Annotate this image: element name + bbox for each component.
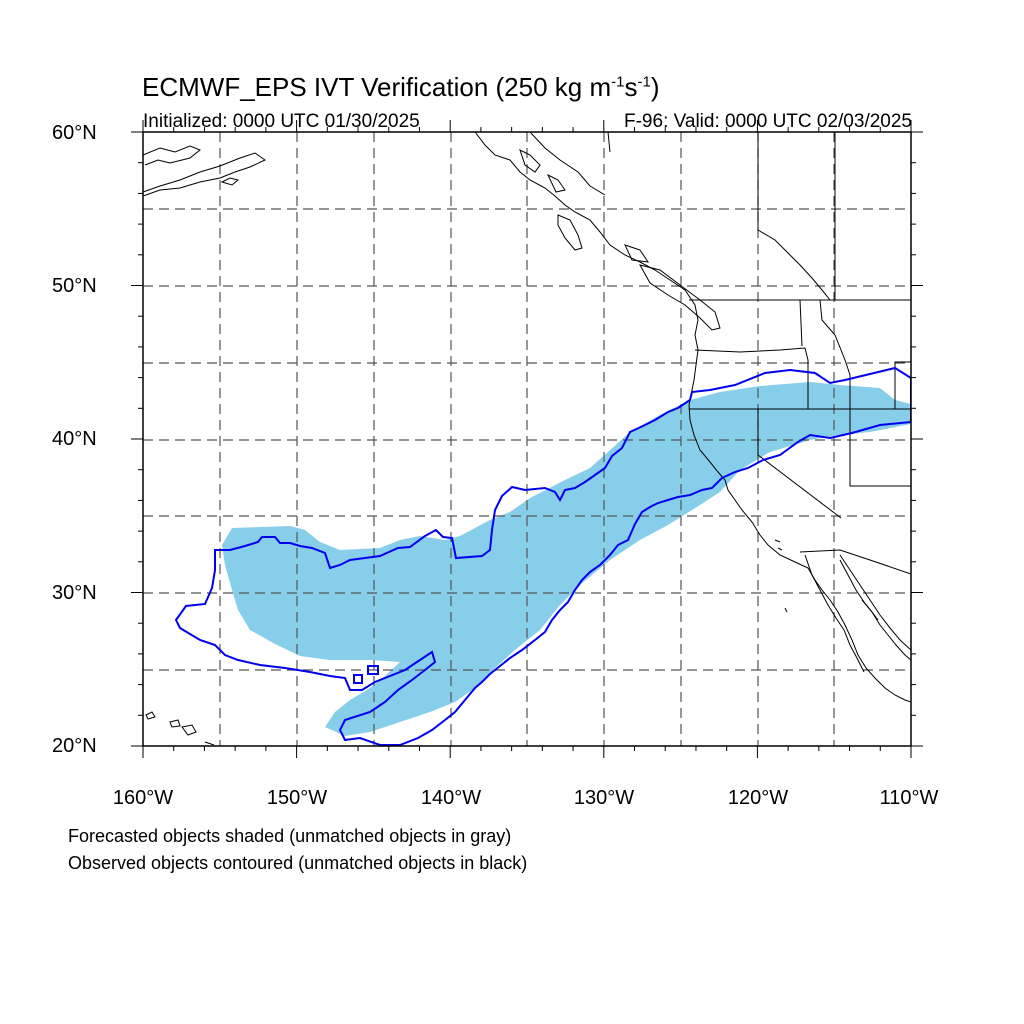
observed-legend-note: Observed objects contoured (unmatched ob… (68, 853, 528, 873)
lat-label-40n: 40°N (52, 428, 97, 450)
lon-label-160w: 160°W (112, 787, 174, 809)
forecast-ivt-object-tail (876, 404, 911, 424)
observed-ivt-contour-small (367, 665, 379, 675)
lat-label-60n: 60°N (52, 122, 97, 144)
lon-label-110w: 110°W (879, 787, 939, 809)
lat-label-50n: 50°N (52, 275, 97, 297)
lon-label-140w: 140°W (420, 787, 482, 809)
forecast-legend-note: Forecasted objects shaded (unmatched obj… (68, 826, 512, 846)
observed-ivt-contour (174, 366, 911, 746)
lon-label-130w: 130°W (573, 787, 635, 809)
map-title: ECMWF_EPS IVT Verification (250 kg m-1s-… (142, 72, 660, 102)
lat-label-20n: 20°N (52, 735, 97, 757)
lon-label-120w: 120°W (727, 787, 789, 809)
observed-ivt-contour-small-2 (353, 674, 363, 684)
forecast-ivt-object (222, 382, 911, 736)
lat-label-30n: 30°N (52, 582, 97, 604)
lon-label-150w: 150°W (266, 787, 328, 809)
valid-time: F-96: Valid: 0000 UTC 02/03/2025 (624, 111, 912, 132)
coastlines (143, 132, 911, 746)
axis-ticks (131, 120, 923, 758)
initialized-time: Initialized: 0000 UTC 01/30/2025 (143, 111, 420, 132)
